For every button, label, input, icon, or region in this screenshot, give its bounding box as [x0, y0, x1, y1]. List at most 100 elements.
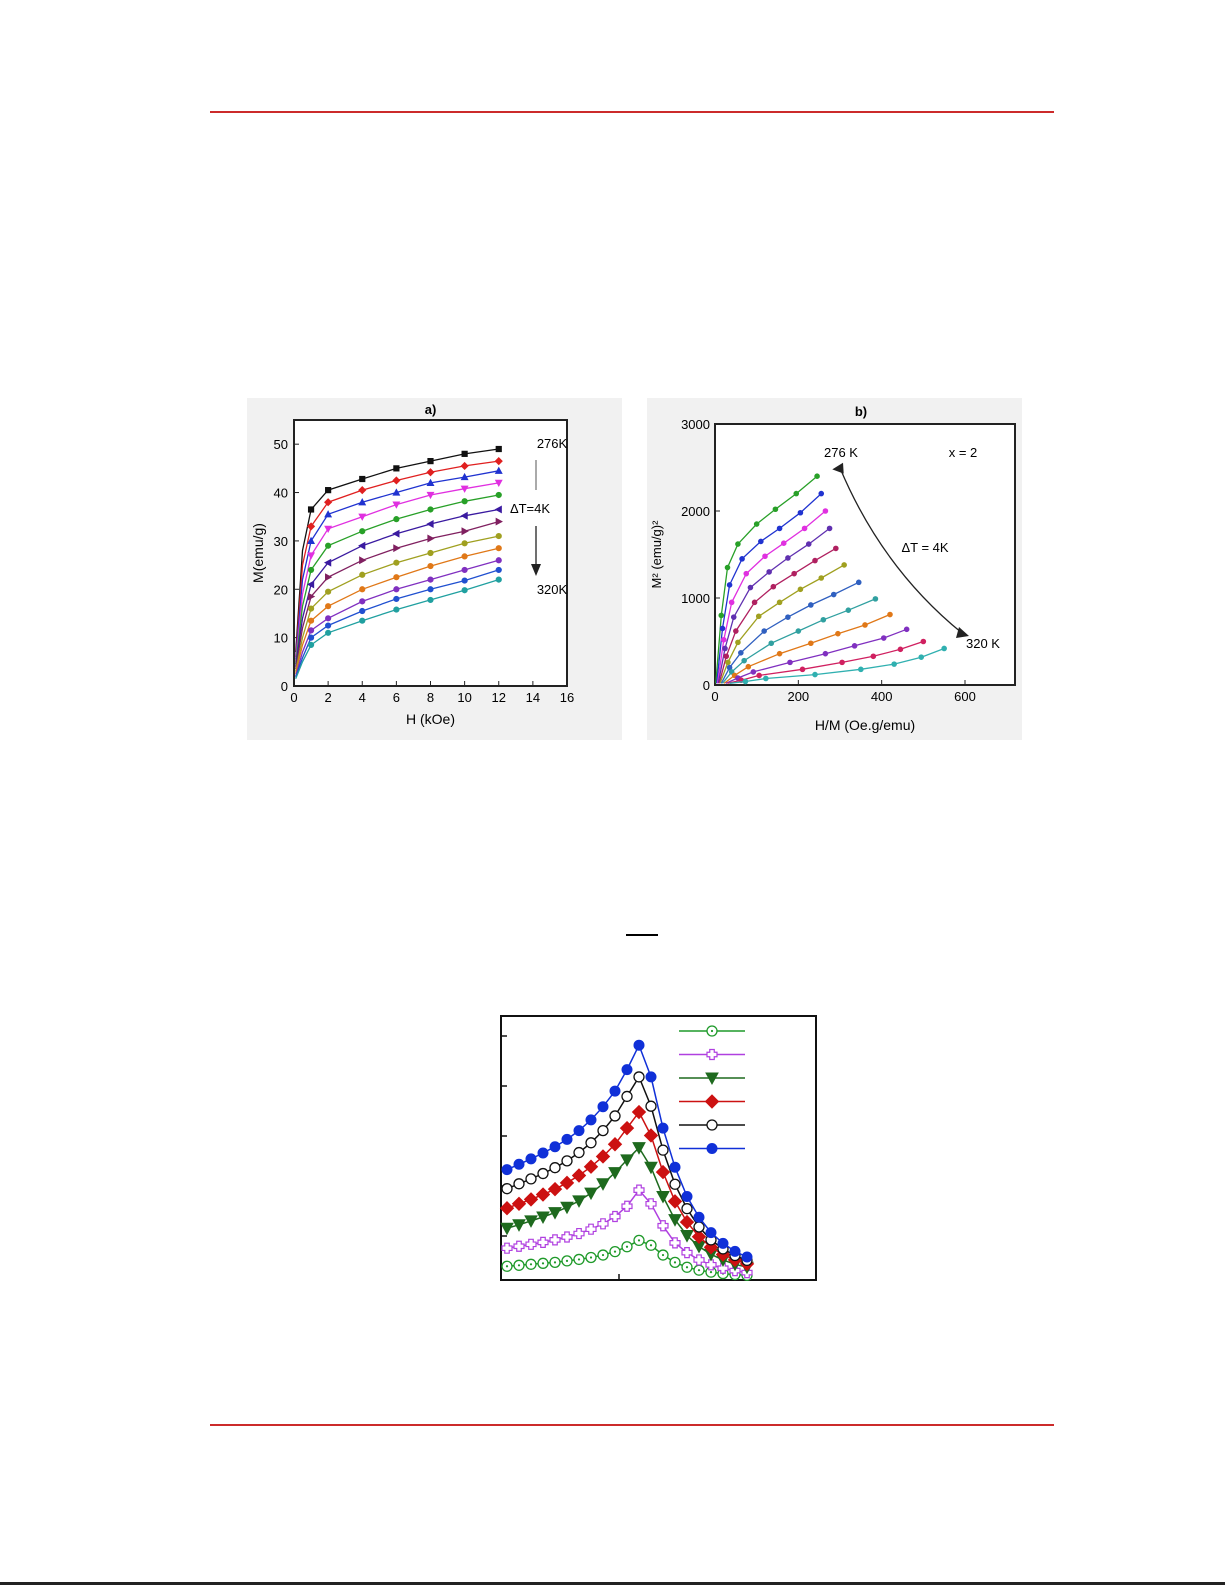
chart-c-point-dot	[601, 1253, 605, 1257]
chart-a-xtick-label: 8	[427, 690, 434, 705]
chart-c-point	[645, 1071, 657, 1083]
chart-a-point	[359, 607, 366, 615]
chart-a-point	[307, 536, 316, 545]
chart-a-point	[494, 505, 502, 514]
chart-a-point	[359, 556, 367, 565]
chart-c-point	[536, 1211, 550, 1225]
chart-b-point	[776, 525, 783, 532]
chart-c-point	[549, 1234, 561, 1246]
chart-b-point	[785, 555, 791, 561]
chart-a-point	[307, 506, 315, 513]
chart-a-xtick-label: 16	[560, 690, 574, 705]
chart-b-point	[755, 613, 762, 620]
chart-b-point	[725, 659, 731, 666]
chart-c-point	[632, 1142, 646, 1155]
chart-c-point	[609, 1110, 621, 1122]
chart-b-point	[719, 625, 726, 632]
chart-b-point	[741, 657, 747, 664]
chart-c-point	[609, 1085, 621, 1097]
chart-a-ytick-label: 20	[274, 582, 288, 597]
chart-c-point	[643, 1128, 659, 1143]
chart-c-point	[596, 1178, 610, 1191]
chart-c-point	[523, 1192, 539, 1207]
chart-a-point	[461, 527, 469, 536]
chart-c-point	[729, 1245, 741, 1257]
chart-b-point	[845, 607, 852, 613]
chart-b-point	[730, 614, 737, 620]
chart-a-point	[325, 615, 332, 622]
chart-a-point	[494, 466, 503, 474]
chart-b-point	[738, 650, 744, 656]
chart-b-point	[897, 646, 904, 653]
chart-c-point-dot	[709, 1271, 713, 1274]
chart-b-point	[745, 663, 752, 670]
header-rule	[210, 111, 1054, 113]
chart-c-point	[621, 1064, 633, 1076]
chart-a-point	[358, 541, 366, 550]
chart-c-point	[691, 1229, 707, 1244]
chart-b-xlabel: H/M (Oe.g/emu)	[815, 717, 915, 733]
chart-b-point	[722, 645, 728, 652]
chart-c-point	[561, 1231, 573, 1243]
chart-a-point	[307, 592, 316, 601]
chart-c-point	[657, 1220, 669, 1232]
chart-c-point	[705, 1227, 717, 1239]
chart-b-point	[768, 640, 775, 647]
chart-a-point	[307, 641, 315, 648]
chart-a-point	[495, 576, 502, 583]
chart-c-point	[525, 1173, 537, 1185]
chart-b-series-line	[717, 527, 830, 684]
chart-c-point	[573, 1146, 585, 1159]
chart-b-point	[720, 636, 727, 643]
chart-a-point	[494, 479, 503, 488]
chart-b-point	[795, 628, 802, 634]
chart-c-point-dot	[565, 1259, 569, 1262]
chart-c-point	[513, 1240, 525, 1252]
chart-a-xlabel: H (kOe)	[406, 711, 455, 727]
chart-a-point	[393, 465, 400, 472]
chart-a-point	[495, 491, 502, 499]
chart-c-point	[537, 1167, 549, 1180]
chart-b-point	[742, 678, 749, 685]
chart-b-ylabel: M² (emu/g)²	[649, 520, 664, 589]
chart-b-annotation-x: x = 2	[949, 445, 978, 460]
chart-a-point	[393, 606, 400, 613]
chart-b-point	[880, 635, 887, 641]
chart-a-point	[393, 595, 400, 603]
chart-a-point	[461, 450, 468, 457]
chart-a-point	[392, 488, 401, 496]
chart-c-point	[693, 1221, 705, 1233]
chart-c-point-dot	[613, 1250, 617, 1253]
chart-a-point	[427, 534, 435, 543]
chart-c-point	[645, 1100, 657, 1112]
chart-c-point-dot	[589, 1256, 593, 1259]
chart-a-ytick-label: 50	[274, 437, 288, 452]
chart-c-point	[669, 1237, 681, 1249]
chart-c-point	[597, 1124, 609, 1137]
chart-a-point	[461, 566, 468, 574]
chart-a-ytick-label: 10	[274, 631, 288, 646]
chart-b-point	[758, 538, 764, 545]
chart-a-point	[461, 553, 468, 560]
chart-a-ylabel: M(emu/g)	[250, 523, 266, 583]
chart-a-ytick-label: 0	[281, 679, 288, 694]
chart-c-point	[679, 1214, 695, 1230]
chart-c-point-dot	[637, 1239, 641, 1242]
chart-b-point	[822, 650, 829, 657]
chart-b-series-line	[729, 647, 945, 684]
chart-c-point	[501, 1164, 513, 1176]
chart-a-arrow-head	[531, 564, 541, 576]
chart-b-point	[808, 640, 814, 647]
chart-b-point	[826, 525, 833, 532]
chart-a-point	[495, 545, 502, 552]
chart-c-point	[633, 1039, 645, 1051]
chart-b-point	[855, 579, 862, 586]
chart-b-point	[918, 654, 925, 660]
chart-c-point	[501, 1242, 513, 1254]
chart-c-point	[513, 1178, 525, 1190]
chart-a-point	[358, 513, 367, 521]
chart-c-point	[693, 1254, 705, 1266]
chart-a-point	[359, 571, 366, 578]
chart-c-point	[717, 1262, 729, 1274]
chart-c-point-dot	[685, 1266, 689, 1269]
